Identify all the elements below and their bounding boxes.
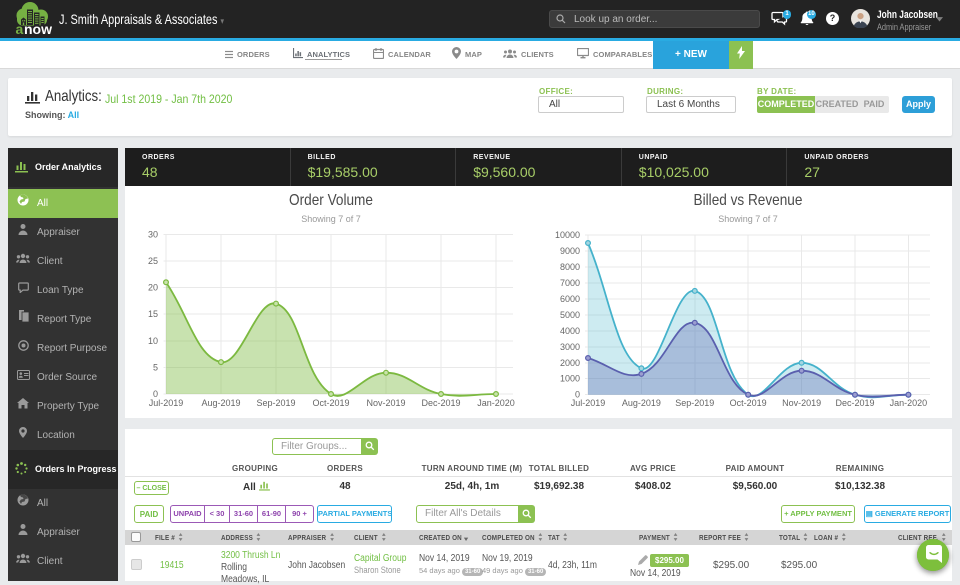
svg-text:6000: 6000 xyxy=(560,294,580,304)
svg-text:4000: 4000 xyxy=(560,326,580,336)
svg-text:Sep-2019: Sep-2019 xyxy=(256,398,295,408)
svg-text:25: 25 xyxy=(148,256,158,266)
svg-text:Dec-2019: Dec-2019 xyxy=(835,398,874,408)
svg-text:0: 0 xyxy=(575,390,580,400)
svg-text:Nov-2019: Nov-2019 xyxy=(782,398,821,408)
svg-text:Jan-2020: Jan-2020 xyxy=(890,398,928,408)
svg-text:Aug-2019: Aug-2019 xyxy=(201,398,240,408)
svg-text:Jul-2019: Jul-2019 xyxy=(149,398,184,408)
svg-text:10000: 10000 xyxy=(555,230,580,240)
svg-text:8000: 8000 xyxy=(560,262,580,272)
svg-text:Nov-2019: Nov-2019 xyxy=(366,398,405,408)
svg-text:15: 15 xyxy=(148,309,158,319)
svg-text:Aug-2019: Aug-2019 xyxy=(622,398,661,408)
svg-text:Sep-2019: Sep-2019 xyxy=(675,398,714,408)
svg-text:9000: 9000 xyxy=(560,246,580,256)
svg-text:2000: 2000 xyxy=(560,358,580,368)
svg-text:Jan-2020: Jan-2020 xyxy=(477,398,515,408)
svg-text:Oct-2019: Oct-2019 xyxy=(312,398,349,408)
svg-text:0: 0 xyxy=(153,389,158,399)
svg-text:a: a xyxy=(16,21,24,37)
svg-text:now: now xyxy=(24,21,52,37)
svg-text:30: 30 xyxy=(148,230,158,240)
svg-text:1000: 1000 xyxy=(560,374,580,384)
svg-text:3000: 3000 xyxy=(560,342,580,352)
svg-text:7000: 7000 xyxy=(560,278,580,288)
svg-text:10: 10 xyxy=(148,336,158,346)
svg-text:5000: 5000 xyxy=(560,310,580,320)
svg-text:Oct-2019: Oct-2019 xyxy=(730,398,767,408)
svg-text:Dec-2019: Dec-2019 xyxy=(421,398,460,408)
svg-text:20: 20 xyxy=(148,283,158,293)
svg-text:5: 5 xyxy=(153,362,158,372)
svg-text:Jul-2019: Jul-2019 xyxy=(571,398,606,408)
